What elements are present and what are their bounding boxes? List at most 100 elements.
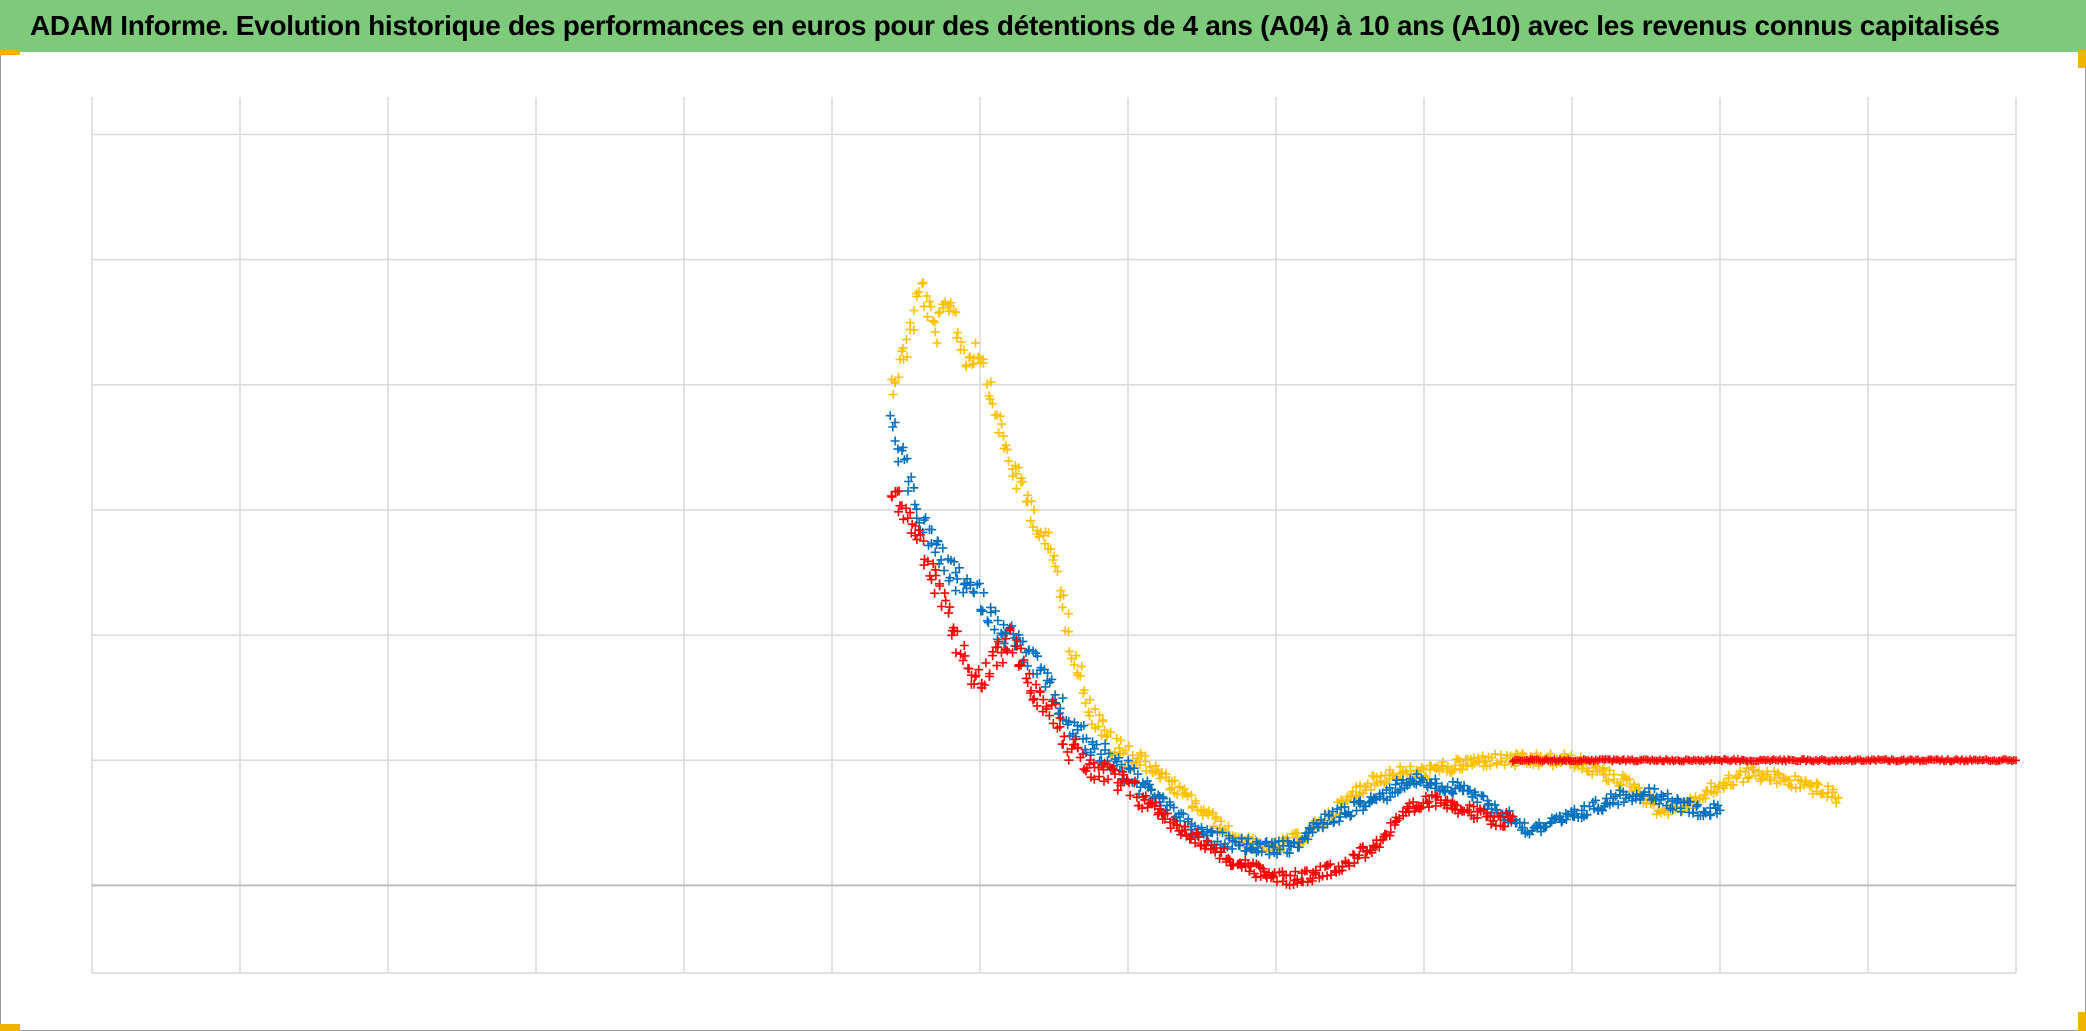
plus-marker <box>970 672 980 682</box>
plus-marker <box>1654 799 1664 809</box>
plus-marker <box>1813 780 1823 790</box>
plus-marker <box>956 649 966 659</box>
plus-marker <box>1694 795 1704 805</box>
plus-marker <box>1089 774 1099 784</box>
plus-marker <box>1627 786 1637 796</box>
plus-marker <box>990 625 999 635</box>
plus-marker <box>1059 731 1069 741</box>
plus-marker <box>1172 820 1182 830</box>
plus-marker <box>1713 800 1723 810</box>
plus-marker <box>1591 795 1600 805</box>
plus-marker <box>995 411 1005 421</box>
plus-marker <box>952 626 962 636</box>
plus-marker <box>1604 776 1614 786</box>
plus-marker <box>1417 762 1427 772</box>
plus-marker <box>930 317 940 327</box>
plus-marker <box>1151 761 1161 771</box>
title-bar: ADAM Informe. Evolution historique des p… <box>0 0 2086 52</box>
plus-marker <box>926 302 936 312</box>
plus-marker <box>921 513 931 523</box>
plus-marker <box>909 306 919 315</box>
plus-marker <box>1186 833 1196 843</box>
plus-marker <box>1143 802 1153 812</box>
plus-marker <box>999 431 1009 441</box>
plus-marker <box>1095 710 1104 720</box>
plus-marker <box>1449 765 1459 775</box>
plus-marker <box>918 278 928 288</box>
plus-marker <box>1227 861 1237 871</box>
plus-marker <box>1458 760 1468 770</box>
plus-marker <box>933 536 942 546</box>
plus-marker <box>1432 779 1441 789</box>
plus-marker <box>945 602 955 612</box>
plus-marker <box>903 513 913 523</box>
plus-marker <box>1700 807 1710 817</box>
plus-marker <box>1058 739 1068 749</box>
plus-marker <box>1465 800 1475 810</box>
plus-marker <box>1599 763 1609 773</box>
plus-marker <box>1419 764 1429 774</box>
plus-marker <box>906 472 916 482</box>
plus-marker <box>1145 762 1155 772</box>
plus-marker <box>941 596 951 606</box>
plus-marker <box>1430 774 1440 784</box>
plus-marker <box>937 602 946 611</box>
plus-marker <box>1774 770 1784 780</box>
plus-marker <box>1385 783 1395 793</box>
plus-marker <box>1667 796 1677 806</box>
plus-marker <box>1672 794 1682 804</box>
plus-marker <box>1157 768 1167 777</box>
plus-marker <box>1175 781 1185 791</box>
plus-marker <box>1340 802 1350 812</box>
plus-marker <box>1646 795 1656 805</box>
plus-marker <box>1166 823 1176 833</box>
plus-marker <box>1051 699 1061 709</box>
plus-marker <box>1001 440 1011 450</box>
plus-marker <box>1160 814 1170 824</box>
plus-marker <box>971 338 980 348</box>
plus-marker <box>1302 866 1312 876</box>
plus-marker <box>1005 623 1015 633</box>
plus-marker <box>1073 743 1083 753</box>
plus-marker <box>1246 844 1255 854</box>
plus-marker <box>909 483 919 493</box>
plus-marker <box>1728 780 1738 790</box>
plus-marker <box>1112 733 1122 743</box>
plus-marker <box>1058 602 1067 612</box>
plus-marker <box>903 486 913 496</box>
plus-marker <box>1192 828 1202 838</box>
plus-marker <box>1307 876 1317 886</box>
plus-marker <box>1043 668 1053 678</box>
plus-marker <box>1092 740 1102 749</box>
plus-marker <box>985 394 995 404</box>
plus-marker <box>898 514 908 524</box>
plus-marker <box>1520 818 1529 828</box>
plus-marker <box>939 566 949 576</box>
plus-marker <box>1024 669 1034 679</box>
plus-marker <box>1041 704 1051 714</box>
plus-marker <box>952 574 962 584</box>
plus-marker <box>1640 787 1650 797</box>
plus-marker <box>1616 780 1626 790</box>
plus-marker <box>1044 711 1054 721</box>
plus-marker <box>1479 791 1488 801</box>
plus-marker <box>934 308 944 318</box>
plus-marker <box>997 419 1007 429</box>
plus-marker <box>1155 804 1165 814</box>
plus-marker <box>1194 832 1204 842</box>
plus-marker <box>1332 804 1342 814</box>
plus-marker <box>1161 769 1171 779</box>
plus-marker <box>1067 744 1077 754</box>
plus-marker <box>1135 760 1145 770</box>
plus-marker <box>1488 816 1498 826</box>
plus-marker <box>969 679 979 689</box>
plus-marker <box>938 303 948 313</box>
plus-marker <box>1018 477 1028 487</box>
plus-marker <box>1100 739 1110 749</box>
plus-marker <box>1146 784 1156 794</box>
plus-marker <box>1363 779 1373 789</box>
plus-marker <box>1223 854 1233 863</box>
plus-marker <box>1462 805 1472 815</box>
plus-marker <box>1367 848 1377 858</box>
plus-marker <box>1470 790 1480 799</box>
